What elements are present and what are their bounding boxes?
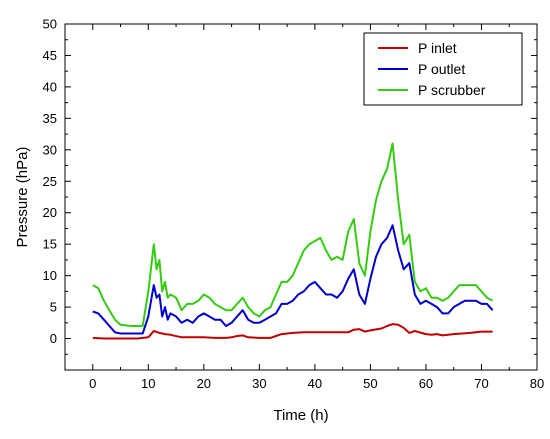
x-tick-label: 20 (197, 376, 211, 391)
x-tick-label: 60 (419, 376, 433, 391)
x-tick-label: 10 (141, 376, 155, 391)
y-tick-label: 25 (43, 174, 57, 189)
x-tick-label: 50 (363, 376, 377, 391)
y-axis-title: Pressure (hPa) (14, 147, 31, 248)
x-tick-label: 70 (474, 376, 488, 391)
y-tick-label: 15 (43, 237, 57, 252)
x-tick-label: 40 (308, 376, 322, 391)
legend-label-p-scrubber: P scrubber (418, 82, 486, 98)
y-tick-label: 35 (43, 111, 57, 126)
y-tick-label: 30 (43, 142, 57, 157)
x-tick-label: 0 (89, 376, 96, 391)
y-tick-label: 0 (50, 331, 57, 346)
series-layer (92, 142, 494, 340)
x-tick-label: 30 (252, 376, 266, 391)
series-line-p-inlet (92, 323, 493, 340)
plot-frame (64, 23, 538, 371)
x-tick-label: 80 (530, 376, 544, 391)
axis-ticks: 0 10 20 30 40 50 60 70 80 0 5 10 15 20 25 30 35 40 45 50 (43, 17, 545, 392)
series-line-p-scrubber (92, 142, 494, 327)
y-tick-label: 10 (43, 268, 57, 283)
y-tick-label: 5 (50, 300, 57, 315)
y-tick-label: 45 (43, 48, 57, 63)
y-tick-label: 20 (43, 205, 57, 220)
legend-label-p-inlet: P inlet (418, 40, 457, 56)
series-line-p-outlet (92, 224, 494, 335)
legend: P inlet P outlet P scrubber (363, 32, 523, 106)
legend-label-p-outlet: P outlet (418, 61, 465, 77)
y-tick-label: 50 (43, 17, 57, 32)
x-axis-title: Time (h) (273, 407, 328, 424)
y-tick-label: 40 (43, 79, 57, 94)
